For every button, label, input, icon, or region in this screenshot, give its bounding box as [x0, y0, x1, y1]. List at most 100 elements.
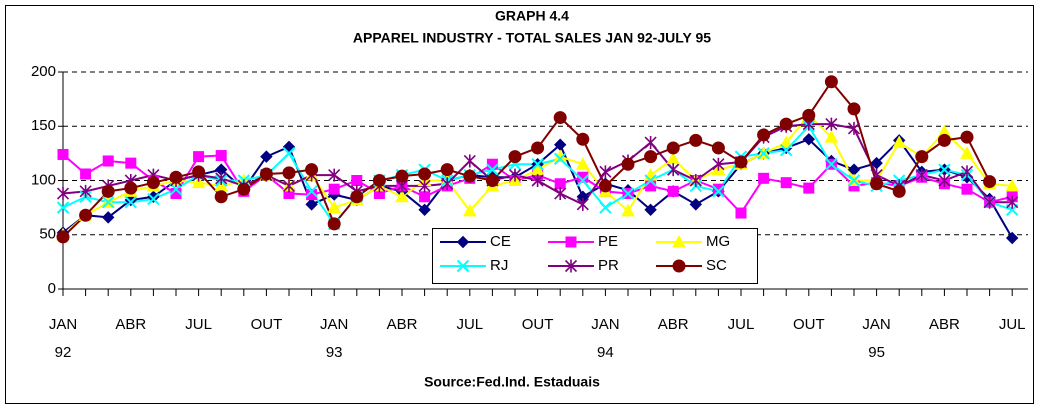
x-tick-label: OUT [251, 316, 283, 333]
chart-subtitle: APPAREL INDUSTRY - TOTAL SALES JAN 92-JU… [353, 30, 711, 46]
marker [599, 165, 612, 179]
marker [441, 177, 454, 191]
marker [666, 141, 680, 155]
marker [938, 163, 951, 176]
marker [712, 183, 724, 195]
marker [565, 236, 577, 248]
marker [56, 187, 70, 201]
marker [237, 182, 251, 196]
marker [575, 157, 590, 170]
year-label: 94 [597, 344, 614, 361]
x-tick-label: JAN [591, 316, 619, 333]
marker [644, 203, 657, 217]
x-tick-label: JUL [456, 316, 483, 333]
marker [305, 198, 318, 211]
marker [485, 174, 499, 187]
marker [779, 143, 793, 157]
marker [712, 185, 725, 198]
marker [101, 211, 115, 224]
marker [672, 259, 686, 273]
marker [598, 179, 612, 193]
marker [259, 167, 273, 181]
marker [456, 259, 470, 273]
marker [667, 185, 679, 197]
marker [305, 163, 319, 177]
marker [915, 150, 929, 164]
marker [689, 198, 703, 211]
marker [328, 183, 340, 195]
marker [79, 184, 92, 198]
y-tick-label: 50 [39, 226, 56, 243]
legend-label: PR [598, 257, 619, 274]
marker [282, 147, 296, 160]
marker [418, 203, 431, 217]
x-tick-label: ABR [929, 316, 960, 333]
x-tick-label: ABR [115, 316, 146, 333]
marker [327, 217, 341, 231]
marker [124, 181, 138, 195]
marker [757, 128, 771, 142]
x-tick-label: OUT [522, 316, 554, 333]
marker [803, 182, 815, 194]
marker [169, 170, 183, 184]
marker [621, 187, 635, 200]
marker [847, 174, 861, 187]
marker [463, 154, 476, 168]
x-tick-label: JUL [728, 316, 755, 333]
marker [463, 169, 477, 183]
x-tick-label: OUT [793, 316, 825, 333]
marker [757, 147, 770, 160]
x-tick-label: JUL [185, 316, 212, 333]
marker [215, 150, 227, 162]
x-tick-label: JAN [49, 316, 77, 333]
chart-title: GRAPH 4.4 [495, 8, 569, 24]
legend-label: RJ [490, 257, 508, 274]
marker [644, 136, 657, 150]
marker [101, 195, 115, 209]
marker [576, 174, 590, 187]
marker [779, 117, 793, 131]
marker [553, 111, 567, 125]
marker [169, 182, 183, 196]
chart-frame [5, 5, 1034, 404]
legend-label: SC [706, 257, 727, 274]
marker [56, 230, 70, 244]
marker [711, 141, 725, 155]
marker [305, 185, 318, 198]
marker [870, 177, 884, 191]
marker [938, 174, 951, 187]
marker [672, 234, 686, 248]
marker [892, 184, 906, 198]
source-note: Source:Fed.Ind. Estaduais [424, 374, 600, 390]
marker [847, 102, 861, 116]
y-tick-label: 150 [31, 117, 56, 134]
marker [351, 175, 363, 186]
marker [486, 158, 498, 170]
marker [395, 189, 409, 203]
marker [192, 165, 206, 179]
marker [146, 176, 160, 190]
marker [779, 135, 794, 149]
marker [937, 133, 951, 147]
marker [306, 189, 318, 201]
marker [328, 168, 341, 182]
marker [215, 171, 228, 185]
legend-label: MG [706, 233, 730, 250]
year-label: 95 [868, 344, 885, 361]
marker [847, 121, 861, 135]
marker [260, 150, 273, 163]
legend-label: CE [490, 233, 511, 250]
marker [282, 179, 296, 193]
marker [802, 133, 816, 146]
marker [531, 141, 545, 155]
legend-box [432, 228, 758, 284]
x-tick-label: JUL [999, 316, 1026, 333]
marker [418, 179, 431, 193]
marker [456, 235, 470, 249]
marker [462, 203, 477, 217]
marker [80, 168, 92, 180]
marker [915, 168, 928, 182]
marker [960, 165, 974, 179]
y-tick-label: 0 [48, 280, 56, 297]
